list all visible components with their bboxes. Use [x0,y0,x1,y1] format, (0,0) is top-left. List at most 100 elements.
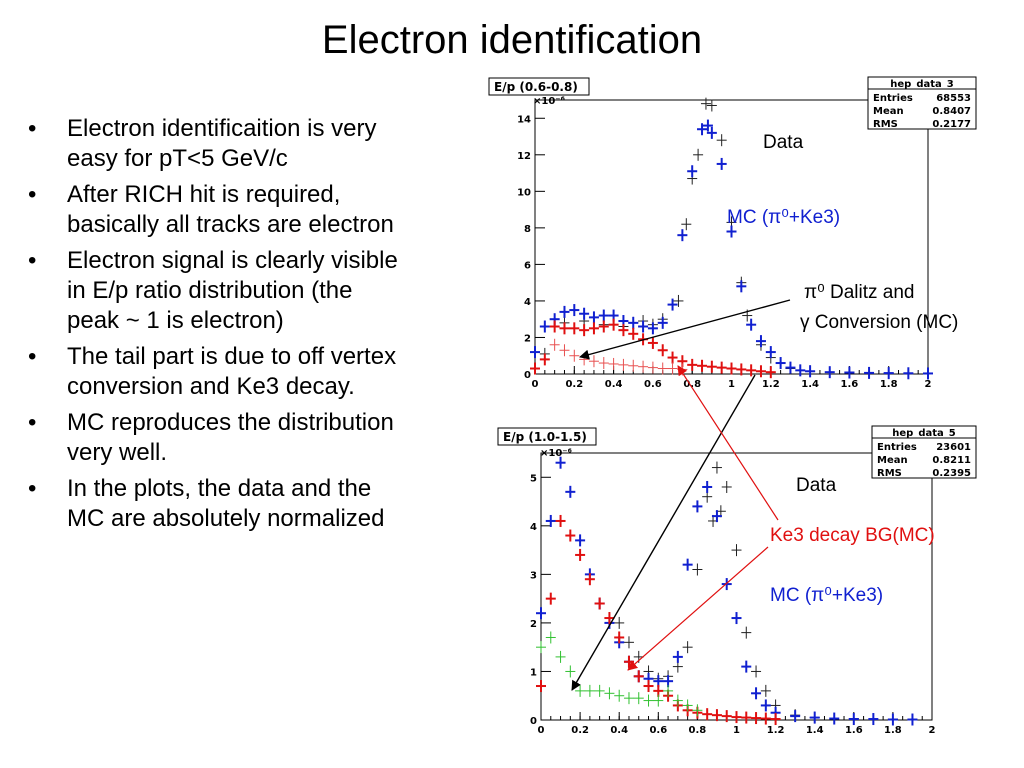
data-point [559,344,570,357]
data-point [588,322,599,335]
bullet-text: MC reproduces the distribution very well… [67,409,394,466]
bullet-list: • Electron identificaition is very easy f… [24,114,494,540]
data-point [721,480,732,493]
y-tick-label: 14 [517,114,531,125]
data-point [697,123,708,136]
data-point [565,665,576,678]
x-tick-label: 0.4 [605,379,623,390]
data-point [536,641,546,654]
data-point [682,641,693,654]
data-point [598,357,609,370]
data-point [702,480,713,493]
stats-value: 0.8407 [932,106,971,117]
bullet-item: • Electron identificaition is very easy f… [24,114,494,174]
plot-title-box [488,77,590,96]
x-tick-label: 0.6 [644,379,662,390]
y-tick-label: 2 [524,333,531,344]
y-tick-label: 4 [524,297,531,308]
data-point [569,349,580,362]
data-point [677,229,688,242]
data-point [628,327,639,340]
data-point [638,320,649,333]
stats-name: hep_data_5 [892,428,955,439]
data-point [667,362,678,375]
data-point [731,612,742,625]
data-point [594,597,605,610]
data-point [673,294,684,307]
bullet-text: After RICH hit is required, basically al… [67,181,394,238]
data-point [536,607,546,620]
data-point [657,316,668,329]
data-point [667,298,678,311]
series-conversion [549,338,688,376]
stats-key: RMS [877,468,902,479]
bullet-text: Electron signal is clearly visible in E/… [67,247,398,334]
data-point [692,563,703,576]
data-point [608,318,619,331]
y-tick-label: 0 [530,716,537,727]
x-tick-label: 0.6 [649,725,667,736]
data-point [711,461,722,474]
data-point [657,344,668,357]
data-point [731,544,742,557]
data-point [569,322,580,335]
stats-name: hep_data_3 [890,79,953,90]
data-point [775,357,786,370]
dalitz-label-line2: γ Conversion (MC) [800,312,958,333]
x-tick-label: 1.2 [762,379,780,390]
y-tick-label: 5 [530,473,537,484]
bullet-item: • Electron signal is clearly visible in E… [24,246,494,336]
data-point [923,367,933,380]
data-point [755,335,766,348]
data-point [584,684,595,697]
data-point [883,367,894,380]
data-point [614,616,625,629]
data-point [848,713,859,726]
stats-key: RMS [873,119,898,130]
data-point [588,311,599,324]
data-point [736,363,747,376]
data-point [569,304,580,317]
data-point [716,134,727,147]
data-point [716,157,727,170]
plot-title: E/p (1.0-1.5) [503,430,587,444]
y-tick-label: 3 [530,570,537,581]
stats-key: Entries [873,93,913,104]
data-point [741,660,752,673]
data-point [702,708,713,721]
data-point [588,355,599,368]
x-tick-label: 0.2 [565,379,583,390]
data-point [741,626,752,639]
data-point [614,631,625,644]
data-point [907,713,918,726]
data-point [682,699,693,712]
data-point [643,694,654,707]
data-point [539,353,550,366]
bullet-item: • MC reproduces the distribution very wel… [24,408,494,468]
data-point [549,320,560,333]
data-point [887,713,898,726]
bullet-item: • After RICH hit is required, basically a… [24,180,494,240]
data-point [530,362,540,375]
data-point [579,307,590,320]
bullet-dot: • [28,115,37,142]
bullet-text: In the plots, the data and the MC are ab… [67,475,385,532]
x-tick-label: 2 [929,725,936,736]
chart-2: 0 0.2 0.4 0.6 0.8 1 1.2 1.4 1.6 1.8 2 0 1 2 3 4 5 ×10⁻⁶ E/… [497,425,977,736]
data-point [726,362,737,375]
data-point [760,684,771,697]
stats-key: Mean [877,455,908,466]
data-point [559,322,570,335]
data-point [623,636,634,649]
data-point [604,612,615,625]
data-point [667,351,678,364]
data-point [565,485,576,498]
data-point [765,346,776,359]
data-point [824,366,835,379]
data-point [638,360,649,373]
data-point [633,670,644,683]
bullet-dot: • [28,181,37,208]
data-point [545,592,556,605]
red-arrow-to-top-plot [677,365,779,521]
